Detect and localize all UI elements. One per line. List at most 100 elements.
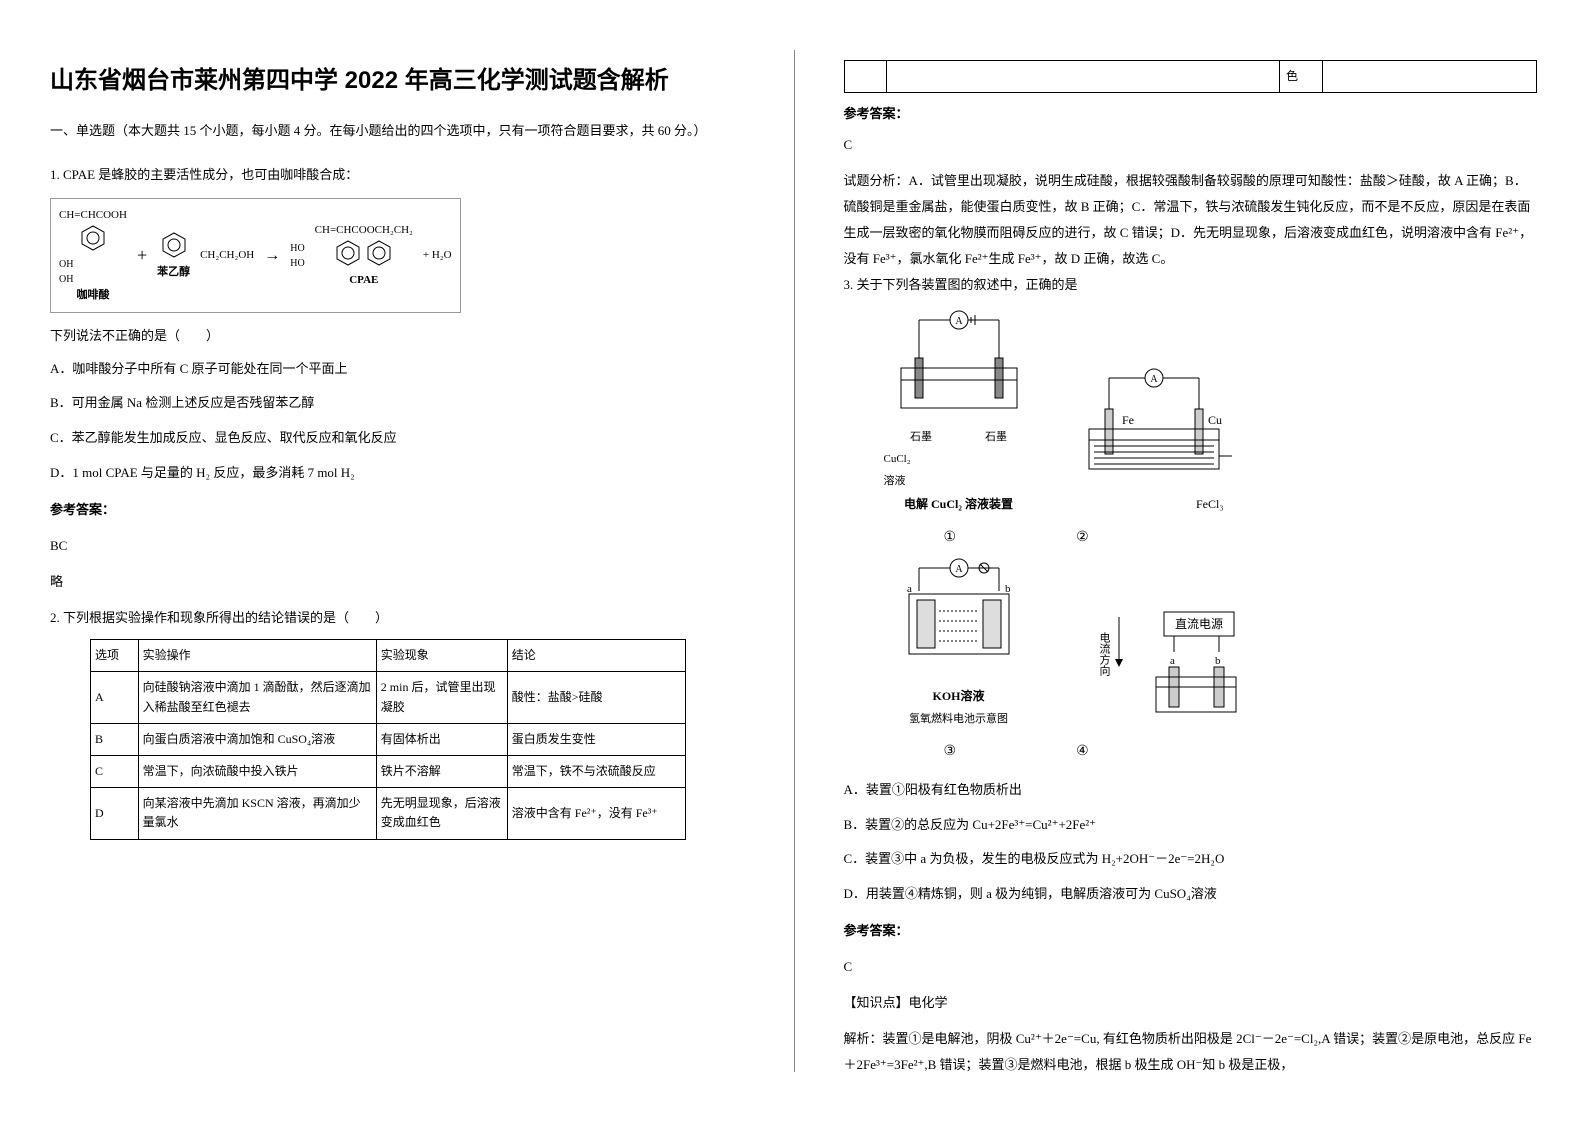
cell: 常温下，铁不与浓硫酸反应 [507,756,686,788]
q3-answer-label: 参考答案： [844,918,1538,944]
cell: 常温下，向浓硫酸中投入铁片 [138,756,376,788]
q3-diagrams: A 石墨 [884,308,1538,766]
d1-graphite1: 石墨 [910,426,932,448]
q1-formula-diagram: CH=CHCOOH OH OH 咖啡酸 + [50,198,461,313]
caffeic-acid-label: 咖啡酸 [59,287,127,304]
cell: 先无明显现象，后溶液变成血红色 [376,788,507,839]
q3-point: 【知识点】电化学 [844,990,1538,1016]
cell-empty [1322,61,1536,93]
svg-text:Fe: Fe [1122,413,1134,427]
cpae-label: CPAE [315,272,413,289]
cell: 2 min 后，试管里出现凝胶 [376,672,507,723]
page-title: 山东省烟台市莱州第四中学 2022 年高三化学测试题含解析 [50,60,744,95]
cell: 有固体析出 [376,723,507,755]
table-row: B 向蛋白质溶液中滴加饱和 CuSO₄溶液 有固体析出 蛋白质发生变性 [91,723,686,755]
table-row: A 向硅酸钠溶液中滴加 1 滴酚酞，然后逐滴加入稀盐酸至红色褪去 2 min 后… [91,672,686,723]
q1-option-d: D．1 mol CPAE 与足量的 H₂ 反应，最多消耗 7 mol H₂ [50,459,744,488]
d1-sol: CuCl₂ 溶液 [884,448,1034,492]
cell: 溶液中含有 Fe²⁺，没有 Fe³⁺ [507,788,686,839]
q3-answer: C [844,954,1538,980]
q3-option-b: B．装置②的总反应为 Cu+2Fe³⁺=Cu²⁺+2Fe²⁺ [844,811,1538,840]
benzene-ring-2 [160,231,188,259]
diagram-4: 直流电源 a b 电流方向 [1074,592,1224,730]
left-column: 山东省烟台市莱州第四中学 2022 年高三化学测试题含解析 一、单选题（本大题共… [0,0,794,1122]
diagram-1: A 石墨 [884,308,1034,516]
table-row: D 向某溶液中先滴加 KSCN 溶液，再滴加少量氯水 先无明显现象，后溶液变成血… [91,788,686,839]
q1-answer-label: 参考答案： [50,497,744,523]
q2-analysis: 试题分析：A．试管里出现凝胶，说明生成硅酸，根据较强酸制备较弱酸的原理可知酸性：… [844,168,1538,272]
diagram-num-1: ① [944,524,957,552]
formula-oh2: OH [59,274,73,285]
q3-option-c: C．装置③中 a 为负极，发生的电极反应式为 H₂+2OH⁻－2e⁻=2H₂O [844,845,1538,874]
diagram-num-2: ② [1076,524,1089,552]
d1-caption: 电解 CuCl₂ 溶液装置 [884,492,1034,516]
q1-answer: BC [50,533,744,559]
formula-oh1: OH [59,259,73,270]
q3-option-a: A．装置①阳极有红色物质析出 [844,776,1538,805]
cell: 向硅酸钠溶液中滴加 1 滴酚酞，然后逐滴加入稀盐酸至红色褪去 [138,672,376,723]
cell: B [91,723,139,755]
svg-text:A: A [1150,374,1158,385]
table-row: C 常温下，向浓硫酸中投入铁片 铁片不溶解 常温下，铁不与浓硫酸反应 [91,756,686,788]
phenylethanol-label: 苯乙醇 [157,264,190,281]
th-0: 选项 [91,640,139,672]
d3-koh: KOH溶液 [884,684,1034,708]
d1-graphite2: 石墨 [985,426,1007,448]
reagent-text: CH₂CH₂OH [200,247,254,264]
q3-option-d: D．用装置④精炼铜，则 a 极为纯铜，电解质溶液可为 CuSO₄溶液 [844,880,1538,909]
cell-se: 色 [1279,61,1322,93]
q2-stem: 2. 下列根据实验操作和现象所得出的结论错误的是（ ） [50,605,744,631]
svg-text:b: b [1005,583,1011,595]
right-column: 色 参考答案： C 试题分析：A．试管里出现凝胶，说明生成硅酸，根据较强酸制备较… [794,0,1587,1122]
svg-text:a: a [907,583,912,595]
d3-caption: 氢氧燃料电池示意图 [884,708,1034,730]
diagram-3: A a b [884,556,1034,730]
water-label: + H₂O [423,247,452,264]
q1-option-b: B．可用金属 Na 检测上述反应是否残留苯乙醇 [50,389,744,418]
svg-text:电流方向: 电流方向 [1098,632,1111,676]
diagram-num-4: ④ [1076,738,1089,766]
svg-text:A: A [955,564,963,575]
d2-fecl3: FeCl₃ [1074,492,1224,516]
svg-text:A: A [955,316,963,327]
th-3: 结论 [507,640,686,672]
cell: D [91,788,139,839]
q1-subprompt: 下列说法不正确的是（ ） [50,323,744,349]
cell: C [91,756,139,788]
svg-text:Cu: Cu [1208,413,1222,427]
section-description: 一、单选题（本大题共 15 个小题，每小题 4 分。在每小题给出的四个选项中，只… [50,119,744,142]
q3-analysis: 解析：装置①是电解池，阴极 Cu²⁺＋2e⁻=Cu, 有红色物质析出阳极是 2C… [844,1026,1538,1078]
plus-1: + [137,242,147,269]
q1-option-c: C．苯乙醇能发生加成反应、显色反应、取代反应和氧化反应 [50,424,744,453]
question-3: 3. 关于下列各装置图的叙述中，正确的是 A [844,272,1538,1078]
svg-text:直流电源: 直流电源 [1174,617,1222,631]
svg-text:a: a [1170,655,1175,667]
benzene-ring-1 [79,224,107,252]
benzene-ring-4 [365,239,393,267]
svg-text:b: b [1215,655,1221,667]
q1-stem: 1. CPAE 是蜂胶的主要活性成分，也可由咖啡酸合成： [50,162,744,188]
formula-top-left: CH=CHCOOH [59,207,127,224]
cell: A [91,672,139,723]
q3-stem: 3. 关于下列各装置图的叙述中，正确的是 [844,272,1538,298]
diagram-2: A Fe Cu [1074,364,1224,516]
q1-option-a: A．咖啡酸分子中所有 C 原子可能处在同一个平面上 [50,355,744,384]
benzene-ring-3 [334,239,362,267]
th-1: 实验操作 [138,640,376,672]
overflow-table: 色 [844,60,1538,93]
diagram-num-3: ③ [944,738,957,766]
cell-empty [844,61,887,93]
cell: 蛋白质发生变性 [507,723,686,755]
formula-ho2: HO [290,258,304,269]
formula-ho1: HO [290,243,304,254]
q1-explain: 略 [50,569,744,595]
cell: 向蛋白质溶液中滴加饱和 CuSO₄溶液 [138,723,376,755]
cell: 向某溶液中先滴加 KSCN 溶液，再滴加少量氯水 [138,788,376,839]
cell: 铁片不溶解 [376,756,507,788]
arrow: → [264,244,280,268]
formula-top-right: CH=CHCOOCH₂CH₂ [315,222,413,239]
question-1: 1. CPAE 是蜂胶的主要活性成分，也可由咖啡酸合成： CH=CHCOOH O… [50,162,744,595]
q2-table: 选项 实验操作 实验现象 结论 A 向硅酸钠溶液中滴加 1 滴酚酞，然后逐滴加入… [90,639,686,839]
table-header-row: 选项 实验操作 实验现象 结论 [91,640,686,672]
q2-answer-label: 参考答案： [844,103,1538,122]
